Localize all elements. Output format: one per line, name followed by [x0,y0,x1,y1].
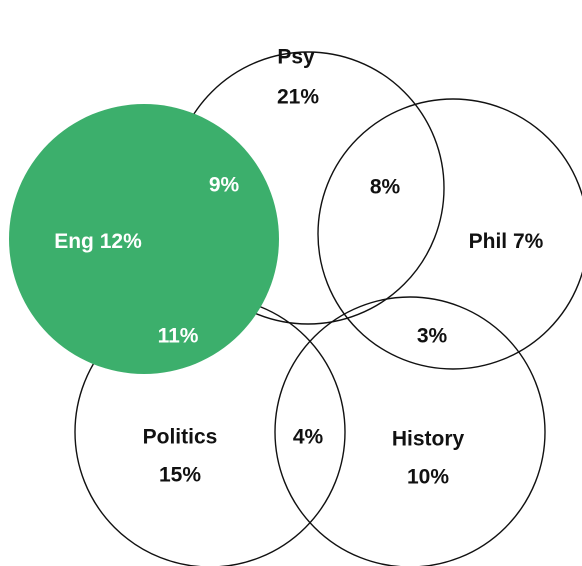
politics-value-label: 15% [159,464,201,487]
overlap-phil-history-label: 3% [417,325,448,348]
history-name-label: History [392,428,465,451]
history-circle [274,296,546,566]
eng-circle [9,104,279,374]
phil-circle [317,98,582,370]
history-value-label: 10% [407,466,449,489]
psy-value-label: 21% [277,86,319,109]
eng-value: 12% [100,230,142,253]
eng-name: Eng [54,230,94,253]
psy-name-label: Psy [277,46,315,69]
phil-value: 7% [513,230,544,253]
phil-name: Phil [469,230,508,253]
phil-label: Phil 7% [469,230,544,253]
overlap-eng-politics-label: 11% [158,325,199,348]
eng-label: Eng 12% [54,230,142,253]
overlap-eng-psy-label: 9% [209,174,240,197]
overlap-politics-history-label: 4% [293,426,324,449]
politics-name-label: Politics [143,426,218,449]
overlap-psy-phil-label: 8% [370,176,401,199]
